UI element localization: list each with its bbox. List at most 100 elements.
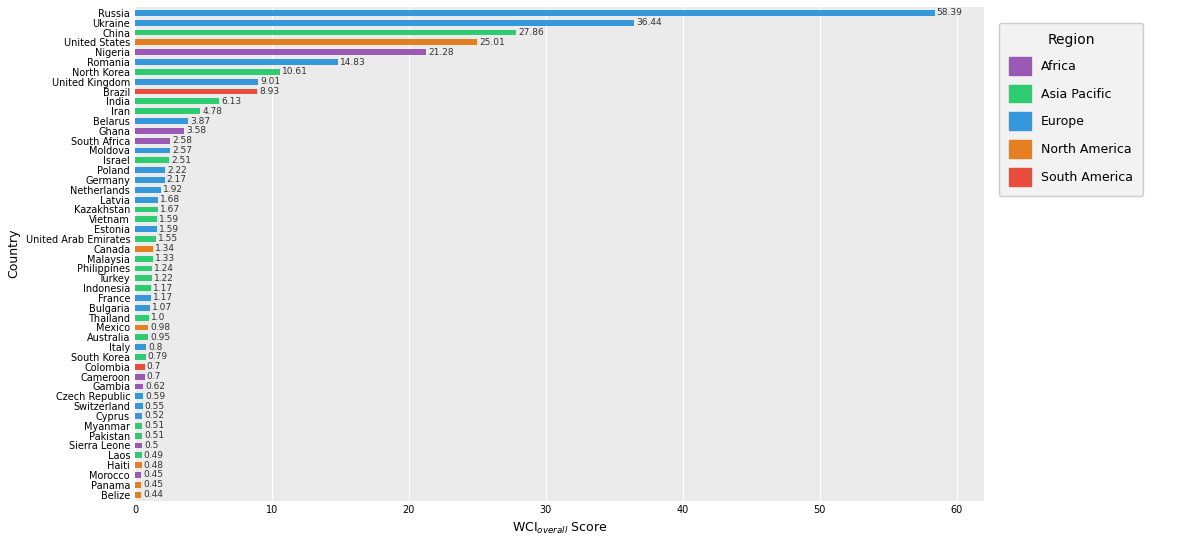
Text: 8.93: 8.93 (259, 87, 280, 96)
Text: 0.7: 0.7 (146, 372, 161, 381)
Bar (134, 20, 634, 26)
X-axis label: WCI$_{overall}$ Score: WCI$_{overall}$ Score (511, 521, 607, 536)
Bar (134, 423, 142, 429)
Bar (134, 462, 142, 468)
Bar (134, 216, 157, 222)
Text: 1.24: 1.24 (154, 264, 174, 273)
Bar (134, 472, 142, 478)
Text: 1.17: 1.17 (154, 293, 173, 302)
Text: 36.44: 36.44 (636, 18, 661, 27)
Text: 1.92: 1.92 (163, 185, 184, 194)
Legend: Africa, Asia Pacific, Europe, North America, South America: Africa, Asia Pacific, Europe, North Amer… (998, 23, 1144, 195)
Bar (134, 49, 426, 55)
Text: 0.98: 0.98 (150, 323, 170, 332)
Bar (134, 374, 144, 380)
Bar (134, 128, 184, 134)
Bar (134, 197, 158, 203)
Text: 1.55: 1.55 (158, 235, 179, 243)
Text: 0.59: 0.59 (145, 392, 166, 401)
Bar (134, 148, 170, 154)
Bar (134, 59, 338, 65)
Text: 58.39: 58.39 (937, 8, 962, 17)
Text: 0.51: 0.51 (144, 431, 164, 440)
Bar (134, 236, 156, 242)
Bar (134, 89, 257, 94)
Text: 2.51: 2.51 (172, 156, 192, 165)
Text: 0.5: 0.5 (144, 441, 158, 450)
Bar (134, 246, 154, 252)
Bar (134, 443, 142, 449)
Bar (134, 108, 200, 114)
Text: 4.78: 4.78 (203, 106, 222, 116)
Bar (134, 452, 142, 458)
Text: 9.01: 9.01 (260, 77, 281, 86)
Bar (134, 364, 144, 370)
Text: 0.44: 0.44 (143, 490, 163, 499)
Text: 10.61: 10.61 (282, 67, 308, 77)
Bar (134, 177, 164, 183)
Text: 2.57: 2.57 (173, 146, 192, 155)
Text: 1.22: 1.22 (154, 274, 174, 283)
Text: 1.68: 1.68 (160, 195, 180, 204)
Text: 1.59: 1.59 (158, 215, 179, 224)
Text: 2.58: 2.58 (173, 136, 192, 145)
Text: 0.95: 0.95 (150, 333, 170, 342)
Bar (134, 413, 142, 419)
Text: 0.8: 0.8 (148, 343, 162, 352)
Bar (134, 295, 151, 301)
Text: 0.51: 0.51 (144, 421, 164, 430)
Text: 0.52: 0.52 (144, 412, 164, 420)
Text: 2.17: 2.17 (167, 175, 187, 185)
Bar (134, 492, 142, 497)
Bar (134, 344, 146, 350)
Bar (134, 40, 478, 45)
Text: 1.59: 1.59 (158, 225, 179, 233)
Text: 1.33: 1.33 (155, 254, 175, 263)
Text: 1.07: 1.07 (151, 304, 172, 312)
Bar (134, 187, 161, 193)
Bar (134, 315, 149, 320)
Bar (134, 275, 151, 281)
Text: 0.45: 0.45 (143, 470, 163, 479)
Text: 1.67: 1.67 (160, 205, 180, 214)
Bar (134, 325, 149, 331)
Bar (134, 98, 218, 104)
Text: 1.0: 1.0 (151, 313, 166, 322)
Text: 0.45: 0.45 (143, 481, 163, 489)
Bar (134, 305, 150, 311)
Bar (134, 167, 166, 173)
Text: 0.49: 0.49 (144, 451, 163, 460)
Bar (134, 79, 258, 85)
Text: 0.48: 0.48 (144, 460, 163, 470)
Bar (134, 29, 516, 35)
Y-axis label: Country: Country (7, 229, 20, 279)
Bar (134, 206, 158, 212)
Text: 0.55: 0.55 (144, 402, 164, 411)
Bar (134, 403, 143, 409)
Bar (134, 285, 151, 291)
Text: 0.7: 0.7 (146, 362, 161, 371)
Bar (134, 482, 142, 488)
Text: 2.22: 2.22 (168, 166, 187, 175)
Bar (134, 157, 169, 163)
Bar (134, 393, 143, 399)
Text: 14.83: 14.83 (340, 58, 366, 66)
Bar (134, 138, 170, 143)
Text: 3.58: 3.58 (186, 127, 206, 135)
Text: 25.01: 25.01 (480, 38, 505, 47)
Bar (134, 433, 142, 439)
Text: 1.34: 1.34 (155, 244, 175, 254)
Bar (134, 383, 144, 389)
Text: 21.28: 21.28 (428, 48, 454, 56)
Bar (134, 226, 157, 232)
Bar (134, 354, 146, 360)
Bar (134, 334, 148, 340)
Text: 3.87: 3.87 (190, 117, 210, 125)
Bar (134, 256, 154, 262)
Bar (134, 10, 935, 16)
Text: 0.79: 0.79 (148, 352, 168, 362)
Text: 1.17: 1.17 (154, 283, 173, 293)
Text: 0.62: 0.62 (145, 382, 166, 391)
Text: 6.13: 6.13 (221, 97, 241, 106)
Bar (134, 69, 281, 75)
